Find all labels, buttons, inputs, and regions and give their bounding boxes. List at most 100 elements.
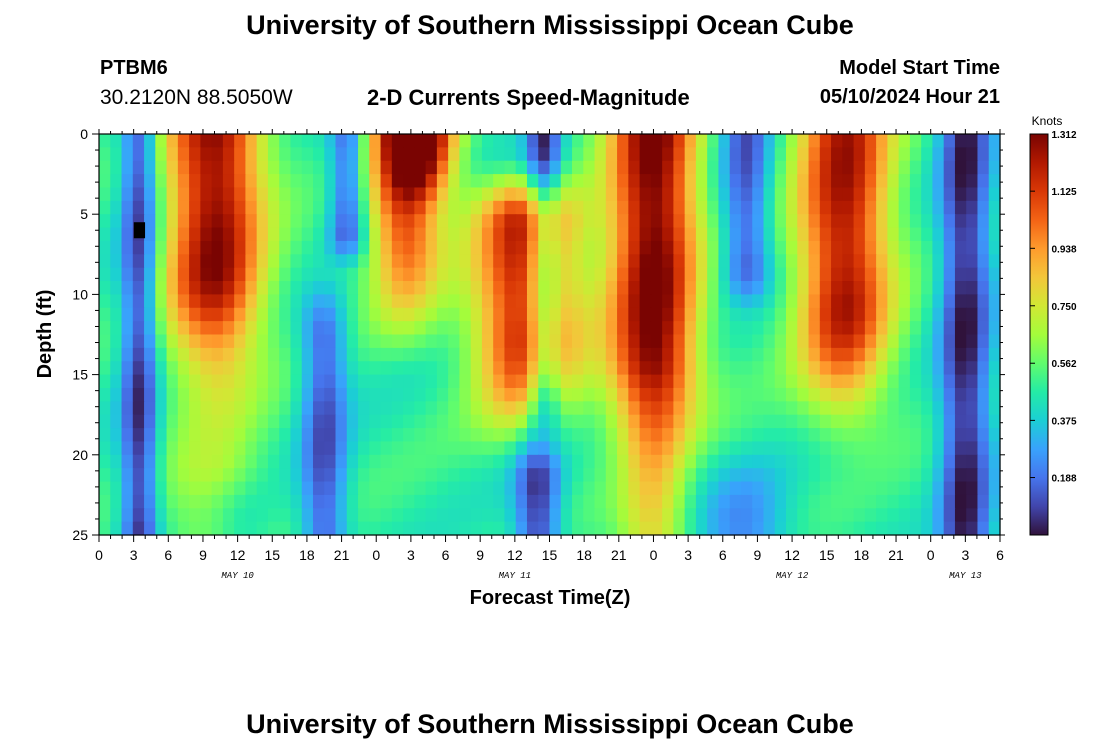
heatmap-cell <box>177 227 190 242</box>
heatmap-cell <box>425 200 438 215</box>
heatmap-cell <box>707 267 720 282</box>
heatmap-cell <box>459 441 472 456</box>
heatmap-cell <box>358 494 370 509</box>
heatmap-cell <box>403 281 415 295</box>
heatmap-cell <box>290 374 303 389</box>
heatmap-cell <box>166 321 179 336</box>
heatmap-cell <box>346 281 359 295</box>
heatmap-cell <box>110 521 123 536</box>
heatmap-cell <box>200 494 213 509</box>
heatmap-cell <box>583 334 596 349</box>
heatmap-cell <box>99 160 111 175</box>
heatmap-cell <box>887 387 900 402</box>
heatmap-cell <box>572 281 584 295</box>
heatmap-cell <box>729 414 742 429</box>
heatmap-cell <box>988 214 1001 229</box>
heatmap-cell <box>954 147 967 162</box>
heatmap-cell <box>144 240 156 255</box>
heatmap-cell <box>628 361 641 376</box>
heatmap-cell <box>155 134 168 148</box>
heatmap-cell <box>774 254 787 269</box>
heatmap-cell <box>695 401 708 416</box>
heatmap-cell <box>290 387 303 402</box>
heatmap-cell <box>988 267 1001 282</box>
heatmap-cell <box>560 267 573 282</box>
heatmap-cell <box>481 387 494 402</box>
heatmap-cell <box>977 481 990 496</box>
heatmap-cell <box>403 454 415 469</box>
heatmap-cell <box>684 281 697 295</box>
heatmap-cell <box>391 374 404 389</box>
heatmap-cell <box>617 240 629 255</box>
heatmap-cell <box>155 508 168 523</box>
heatmap-cell <box>99 401 111 416</box>
heatmap-cell <box>403 414 415 429</box>
heatmap-cell <box>358 481 370 496</box>
heatmap-cell <box>110 441 123 456</box>
heatmap-cell <box>256 147 269 162</box>
heatmap-cell <box>639 481 652 496</box>
heatmap-cell <box>493 361 506 376</box>
heatmap-cell <box>380 401 393 416</box>
heatmap-cell <box>617 361 629 376</box>
heatmap-cell <box>470 441 483 456</box>
heatmap-cell <box>695 334 708 349</box>
y-axis-label: Depth (ft) <box>34 290 56 379</box>
heatmap-cell <box>222 281 235 295</box>
heatmap-cell <box>200 454 213 469</box>
heatmap-cell <box>594 134 607 148</box>
heatmap-cell <box>977 294 990 309</box>
heatmap-cell <box>324 240 337 255</box>
heatmap-cell <box>560 134 573 148</box>
heatmap-cell <box>515 214 528 229</box>
heatmap-cell <box>718 214 731 229</box>
heatmap-cell <box>470 401 483 416</box>
heatmap-cell <box>301 481 314 496</box>
heatmap-cell <box>324 468 337 483</box>
heatmap-cell <box>909 227 922 242</box>
heatmap-cell <box>470 134 483 148</box>
heatmap-cell <box>155 428 168 443</box>
heatmap-cell <box>943 374 956 389</box>
heatmap-cell <box>842 200 855 215</box>
heatmap-cell <box>526 468 539 483</box>
heatmap-cell <box>932 481 945 496</box>
heatmap-cell <box>786 454 798 469</box>
heatmap-cell <box>324 481 337 496</box>
heatmap-cell <box>99 361 111 376</box>
heatmap-cell <box>909 494 922 509</box>
heatmap-cell <box>842 307 855 322</box>
heatmap-cell <box>718 401 731 416</box>
heatmap-cell <box>189 240 201 255</box>
heatmap-cell <box>932 494 945 509</box>
heatmap-cell <box>673 401 686 416</box>
heatmap-cell <box>256 361 269 376</box>
heatmap-cell <box>414 347 427 362</box>
heatmap-cell <box>695 214 708 229</box>
heatmap-cell <box>312 374 325 389</box>
heatmap-cell <box>312 454 325 469</box>
heatmap-cell <box>504 454 517 469</box>
plot-title: 2-D Currents Speed-Magnitude <box>367 85 690 110</box>
heatmap-cell <box>222 481 235 496</box>
heatmap-cell <box>763 321 776 336</box>
heatmap-cell <box>346 361 359 376</box>
heatmap-cell <box>617 307 629 322</box>
heatmap-cell <box>538 494 551 509</box>
heatmap-cell <box>740 441 753 456</box>
heatmap-cell <box>887 267 900 282</box>
heatmap-cell <box>493 147 506 162</box>
heatmap-cell <box>335 187 348 202</box>
heatmap-cell <box>256 187 269 202</box>
heatmap-cell <box>99 307 111 322</box>
heatmap-cell <box>628 454 641 469</box>
heatmap-cell <box>391 494 404 509</box>
heatmap-cell <box>887 307 900 322</box>
heatmap-cell <box>662 468 674 483</box>
heatmap-cell <box>324 361 337 376</box>
heatmap-cell <box>740 147 753 162</box>
heatmap-cell <box>403 361 415 376</box>
heatmap-cell <box>763 334 776 349</box>
heatmap-cell <box>718 240 731 255</box>
heatmap-cell <box>662 508 674 523</box>
